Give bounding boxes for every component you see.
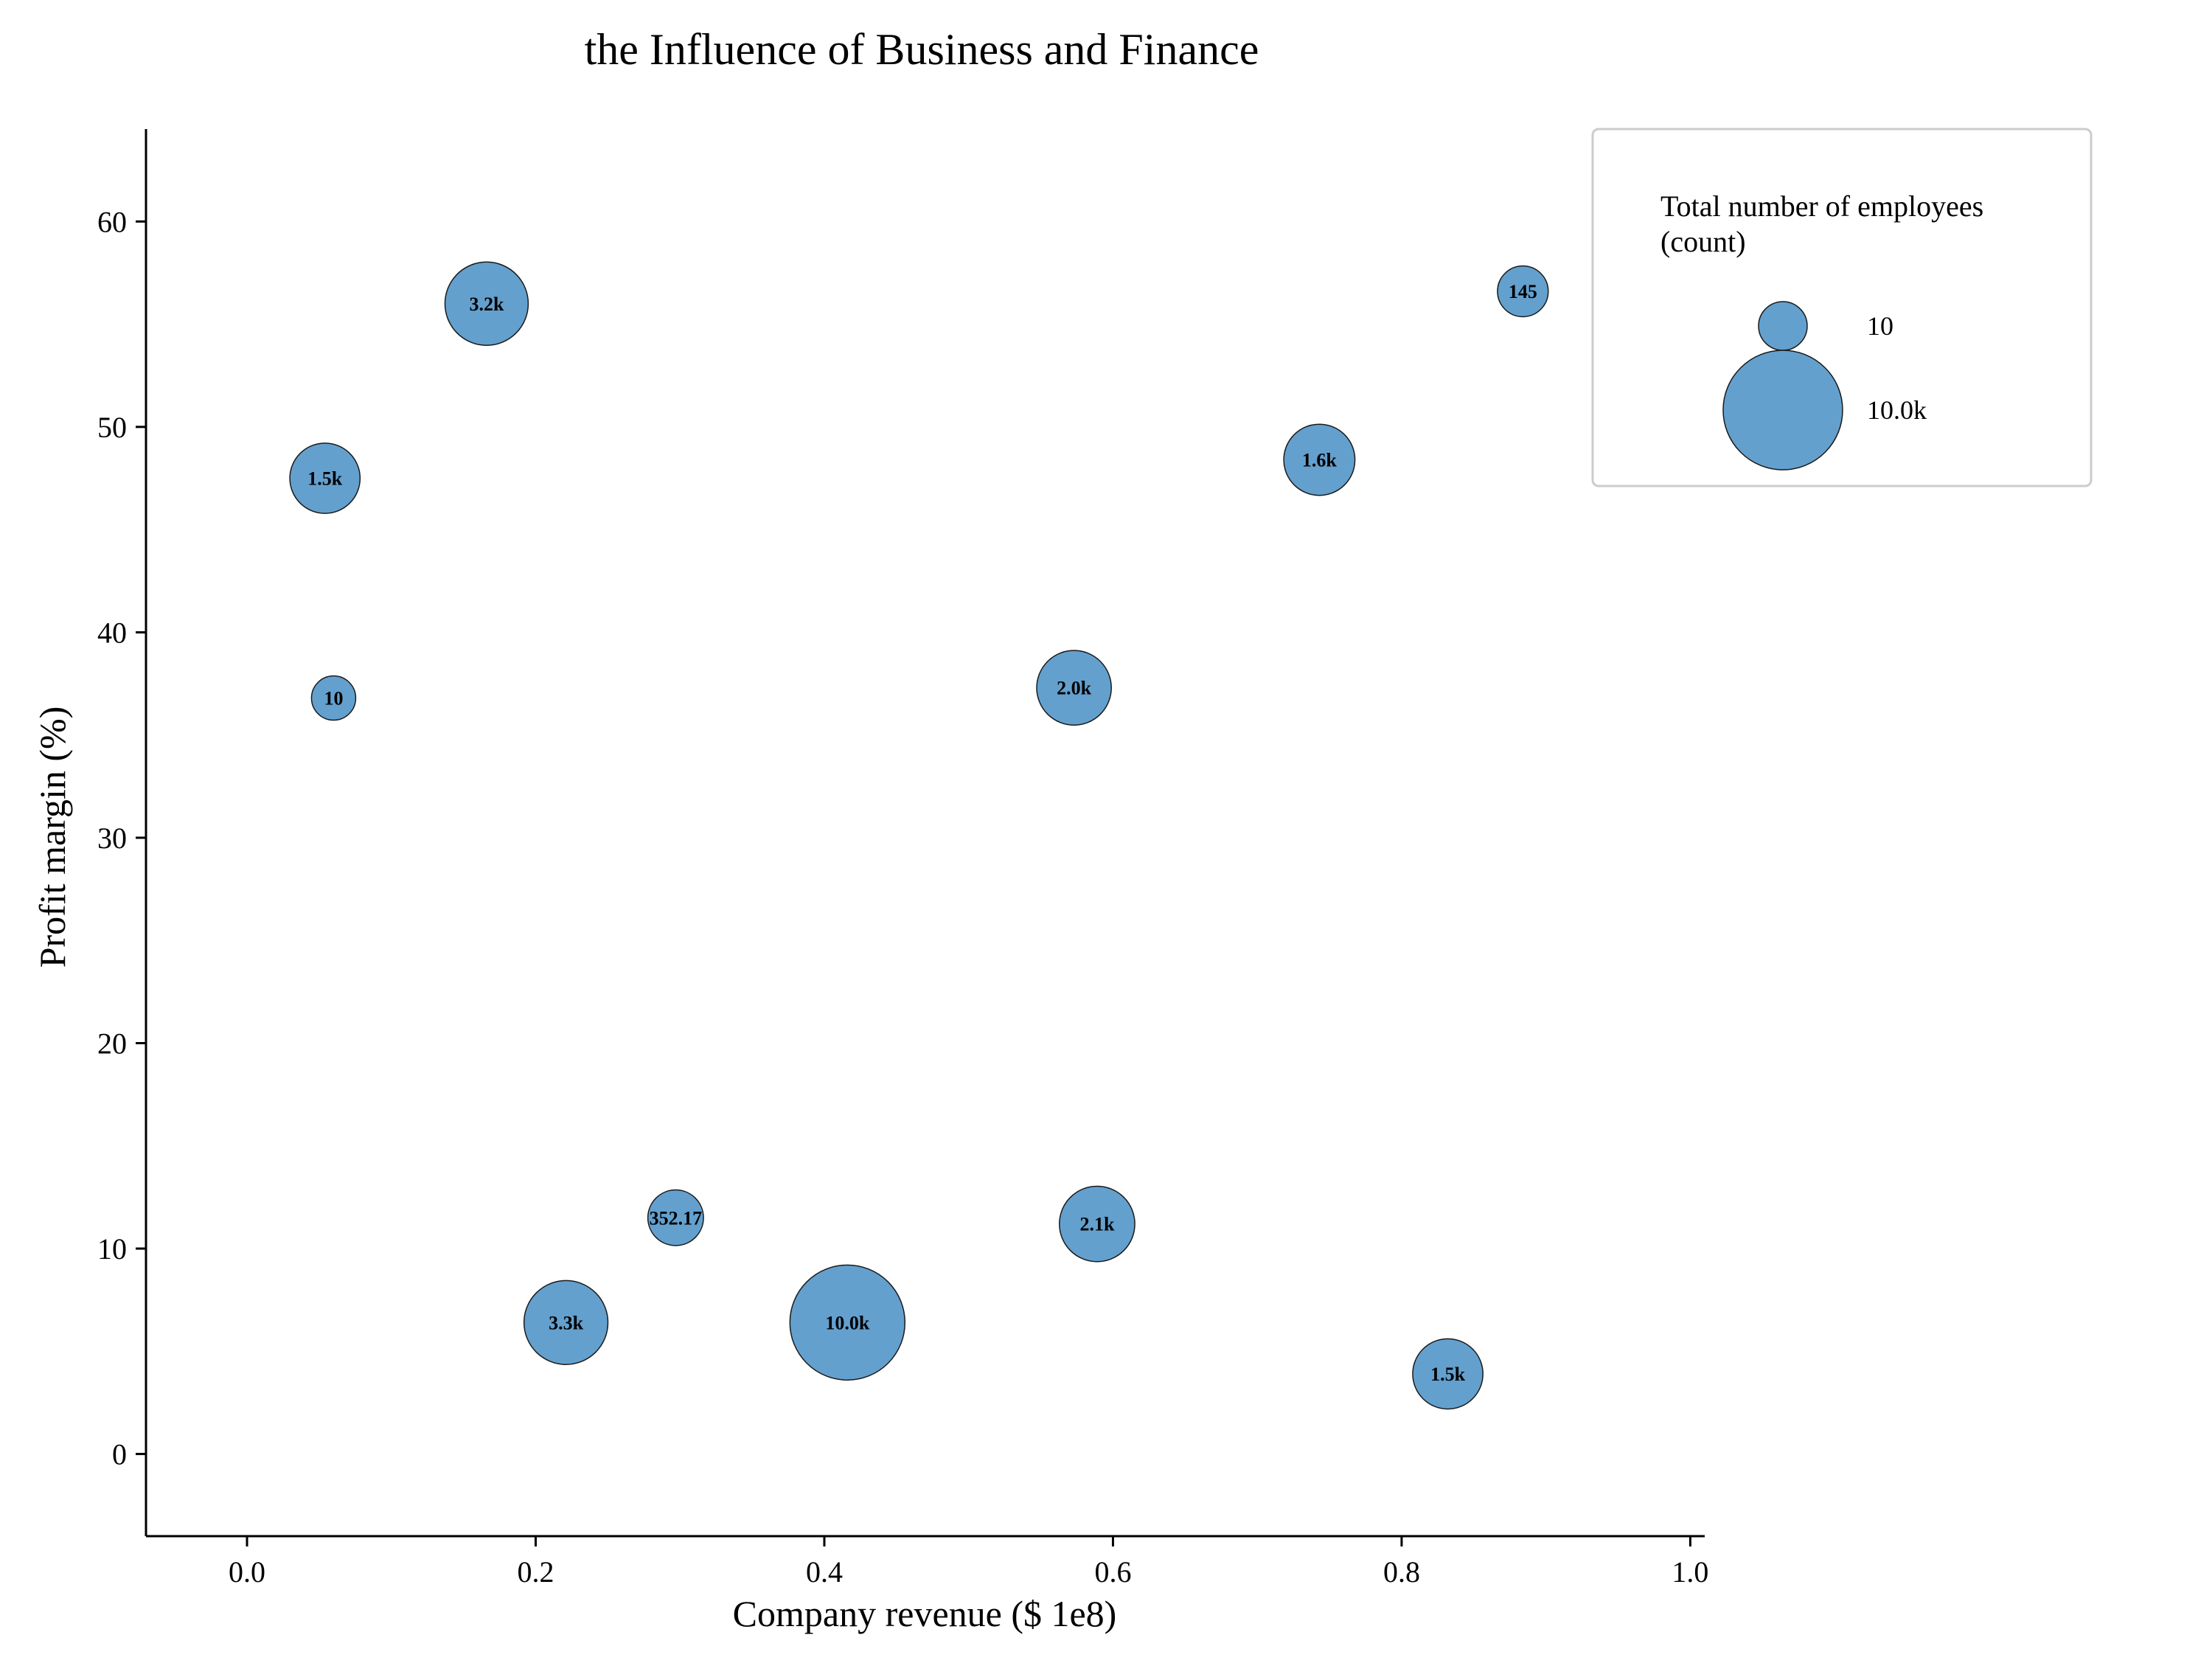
y-tick-label: 30: [97, 822, 127, 855]
bubble-label: 1.5k: [1430, 1364, 1466, 1385]
x-tick-label: 0.8: [1383, 1555, 1420, 1589]
bubble-label: 3.2k: [469, 294, 504, 315]
legend: Total number of employees(count) 10 10.0k: [1591, 128, 2093, 487]
x-tick-label: 0.4: [806, 1555, 843, 1589]
bubble: [310, 675, 357, 721]
bubble-label: 352.17: [650, 1207, 703, 1229]
bubble: [1283, 423, 1356, 496]
legend-entry-label: 10: [1867, 311, 1893, 341]
bubble: [647, 1189, 704, 1246]
bubble: [1059, 1185, 1135, 1263]
y-tick-label: 10: [97, 1232, 127, 1266]
legend-frame: [1591, 128, 2093, 487]
axes: 0.0 0.2 0.4 0.6 0.8 1.0 0 10 20 30 40 50 60: [97, 129, 1708, 1589]
x-axis-label: Company revenue ($ 1e8): [733, 1593, 1117, 1634]
bubble: [1412, 1338, 1484, 1410]
x-tick-label: 0.6: [1094, 1555, 1131, 1589]
legend-entry-label: 10.0k: [1867, 395, 1927, 425]
bubble: [789, 1264, 906, 1381]
bubble-label: 3.3k: [549, 1312, 584, 1333]
bubble-label: 2.0k: [1057, 678, 1092, 699]
y-tick-label: 0: [112, 1438, 127, 1471]
legend-title-line: Total number of employees: [1660, 190, 1983, 223]
legend-title-line: (count): [1660, 225, 1746, 258]
legend-bubble: [1722, 350, 1843, 471]
legend-bubble: [1758, 301, 1808, 351]
bubble: [289, 442, 361, 514]
bubble: [1036, 650, 1112, 726]
x-tick-label: 1.0: [1672, 1555, 1708, 1589]
x-tick-label: 0.0: [229, 1555, 265, 1589]
y-tick-label: 50: [97, 411, 127, 444]
y-axis-label: Profit margin (%): [32, 706, 73, 968]
bubble-label: 2.1k: [1079, 1214, 1115, 1235]
y-tick-label: 40: [97, 616, 127, 649]
bubble-label: 10.0k: [825, 1312, 870, 1333]
bubble: [1497, 265, 1549, 318]
bubbles: 3.2k 1.5k 10 145 1.6k 2.0k 352.17 2.1k 3.3k 10.0k…: [289, 261, 1549, 1410]
bubble-label: 1.5k: [307, 468, 343, 490]
bubble: [523, 1280, 609, 1365]
y-tick-label: 60: [97, 205, 127, 238]
y-tick-label: 20: [97, 1027, 127, 1060]
bubble-label: 145: [1509, 281, 1537, 302]
chart-title: the Influence of Business and Finance: [585, 25, 1259, 74]
bubble: [444, 261, 529, 346]
bubble-label: 10: [324, 688, 343, 709]
bubble-label: 1.6k: [1302, 449, 1338, 471]
x-tick-label: 0.2: [518, 1555, 554, 1589]
